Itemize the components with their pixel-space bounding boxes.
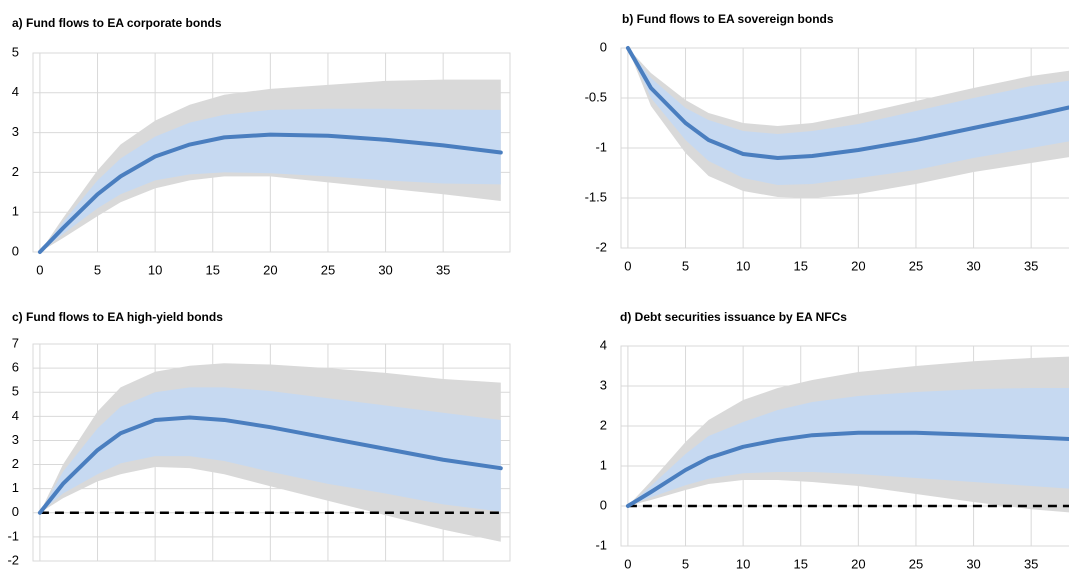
- x-tick-label: 15: [794, 556, 808, 571]
- x-tick-label: 30: [378, 262, 392, 277]
- y-tick-label: 7: [12, 335, 19, 350]
- x-tick-label: 20: [851, 258, 865, 273]
- x-tick-label: 5: [682, 258, 689, 273]
- x-tick-label: 10: [148, 262, 162, 277]
- y-tick-label: 3: [600, 377, 607, 392]
- y-tick-label: 2: [12, 456, 19, 471]
- y-tick-label: -2: [7, 552, 19, 567]
- median-line: [37, 132, 503, 254]
- y-tick-label: 4: [12, 84, 19, 99]
- y-tick-label: 1: [600, 457, 607, 472]
- panel-title: b) Fund flows to EA sovereign bonds: [622, 12, 834, 26]
- y-tick-label: 5: [12, 384, 19, 399]
- panel-title: c) Fund flows to EA high-yield bonds: [12, 310, 223, 324]
- y-tick-label: -1: [7, 528, 19, 543]
- plot-frame: [620, 345, 1069, 547]
- panel-title: d) Debt securities issuance by EA NFCs: [620, 310, 847, 324]
- x-tick-label: 25: [909, 556, 923, 571]
- y-tick-label: -0.5: [585, 89, 607, 104]
- y-tick-label: 2: [600, 417, 607, 432]
- plot-frame: [620, 47, 1069, 249]
- x-tick-label: 30: [966, 556, 980, 571]
- median-line: [37, 415, 503, 515]
- y-tick-label: 0: [12, 504, 19, 519]
- x-tick-label: 10: [736, 556, 750, 571]
- x-tick-label: 15: [206, 262, 220, 277]
- plot-frame: [32, 343, 511, 562]
- median-line: [625, 430, 1069, 508]
- median-line: [625, 46, 1069, 160]
- y-tick-label: 0: [600, 39, 607, 54]
- y-tick-label: 0: [12, 243, 19, 258]
- y-tick-label: -1: [595, 139, 607, 154]
- panel-title: a) Fund flows to EA corporate bonds: [12, 16, 222, 30]
- y-tick-label: 1: [12, 204, 19, 219]
- x-tick-label: 35: [1024, 556, 1038, 571]
- x-tick-label: 0: [36, 262, 43, 277]
- x-tick-label: 30: [966, 258, 980, 273]
- x-tick-label: 25: [321, 262, 335, 277]
- panel: b) Fund flows to EA sovereign bonds -2 -1.…: [585, 12, 1069, 273]
- confidence-band: [39, 108, 501, 252]
- panel: c) Fund flows to EA high-yield bonds -2 -1…: [7, 310, 511, 567]
- y-tick-label: -2: [595, 239, 607, 254]
- y-tick-label: 1: [12, 480, 19, 495]
- x-tick-label: 20: [263, 262, 277, 277]
- x-tick-label: 20: [851, 556, 865, 571]
- y-tick-label: 6: [12, 360, 19, 375]
- x-tick-label: 0: [624, 258, 631, 273]
- y-tick-label: 2: [12, 164, 19, 179]
- x-tick-label: 0: [624, 556, 631, 571]
- plot-frame: [32, 52, 511, 253]
- y-tick-label: 4: [600, 337, 607, 352]
- x-tick-label: 5: [94, 262, 101, 277]
- panels: a) Fund flows to EA corporate bonds 0 1 2 3 4…: [7, 12, 1069, 571]
- panel: a) Fund flows to EA corporate bonds 0 1 2 3 4…: [12, 16, 511, 277]
- y-tick-label: 0: [600, 497, 607, 512]
- y-tick-label: -1: [595, 537, 607, 552]
- y-tick-label: 3: [12, 432, 19, 447]
- x-tick-label: 35: [1024, 258, 1038, 273]
- x-tick-label: 10: [736, 258, 750, 273]
- y-tick-label: 3: [12, 124, 19, 139]
- confidence-band: [627, 388, 1069, 506]
- panel: d) Debt securities issuance by EA NFCs -1…: [595, 310, 1069, 571]
- y-tick-label: -1.5: [585, 189, 607, 204]
- y-tick-label: 5: [12, 44, 19, 59]
- y-tick-label: 4: [12, 408, 19, 423]
- x-tick-label: 5: [682, 556, 689, 571]
- x-tick-label: 25: [909, 258, 923, 273]
- x-tick-label: 15: [794, 258, 808, 273]
- x-tick-label: 35: [436, 262, 450, 277]
